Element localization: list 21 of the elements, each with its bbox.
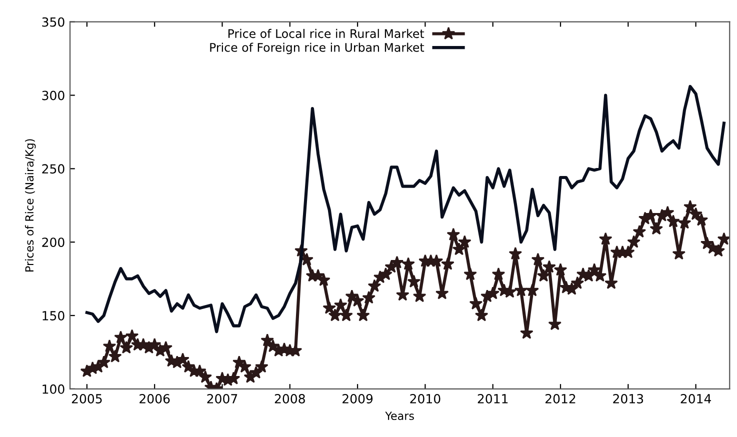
x-tick-label: 2006 — [140, 394, 170, 404]
y-tick-label: 300 — [42, 90, 64, 100]
x-axis-title: Years — [385, 412, 414, 420]
x-tick-label: 2012 — [546, 394, 576, 404]
line-series — [85, 84, 726, 334]
y-tick-label: 350 — [42, 17, 64, 27]
legend-label: Price of Local rice in Rural Market — [228, 28, 424, 38]
x-tick-label: 2011 — [478, 394, 508, 404]
x-tick-label: 2010 — [410, 394, 440, 404]
y-tick-label: 250 — [42, 164, 64, 174]
legend-label: Price of Foreign rice in Urban Market — [210, 42, 424, 54]
y-tick-label: 150 — [42, 310, 64, 320]
x-tick-label: 2009 — [342, 394, 373, 404]
x-tick-label: 2013 — [613, 394, 644, 404]
x-tick-label: 2005 — [72, 394, 102, 404]
y-tick-label: 200 — [42, 238, 64, 248]
x-tick-label: 2008 — [274, 394, 305, 404]
x-tick-label: 2007 — [207, 394, 238, 404]
x-tick-label: 2014 — [680, 394, 712, 404]
y-axis-title: Prices of Rice (Naira/Kg) — [24, 139, 36, 272]
y-tick-label: 100 — [42, 384, 64, 394]
